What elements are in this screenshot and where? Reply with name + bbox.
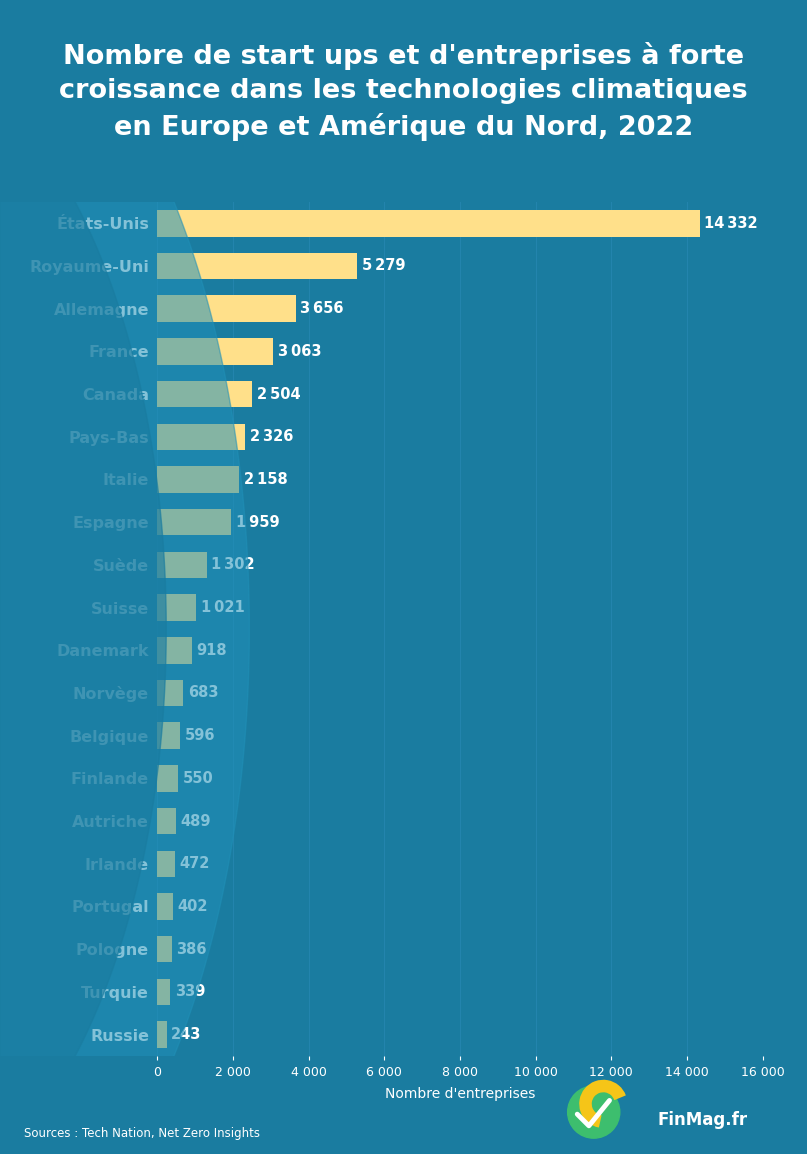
Bar: [157, 338, 274, 365]
Text: 243: 243: [171, 1027, 202, 1042]
Text: 402: 402: [177, 899, 207, 914]
Text: 386: 386: [177, 942, 207, 957]
Bar: [157, 637, 192, 664]
Bar: [157, 765, 178, 792]
Text: 1 021: 1 021: [200, 600, 245, 615]
Text: FinMag.fr: FinMag.fr: [657, 1110, 747, 1129]
Text: 550: 550: [182, 771, 214, 786]
Text: 489: 489: [181, 814, 211, 829]
Text: 472: 472: [180, 856, 210, 871]
Text: 683: 683: [188, 685, 218, 700]
Text: 1 959: 1 959: [236, 515, 280, 530]
Bar: [157, 253, 357, 279]
Bar: [157, 594, 196, 621]
Polygon shape: [0, 48, 166, 1154]
Bar: [157, 893, 173, 920]
Text: 2 326: 2 326: [250, 429, 293, 444]
Polygon shape: [0, 0, 249, 1154]
Bar: [157, 381, 252, 407]
X-axis label: Nombre d'entreprises: Nombre d'entreprises: [385, 1087, 535, 1101]
Text: Sources : Tech Nation, Net Zero Insights: Sources : Tech Nation, Net Zero Insights: [24, 1127, 260, 1140]
Bar: [157, 295, 295, 322]
Text: 5 279: 5 279: [362, 258, 405, 273]
Text: 14 332: 14 332: [704, 216, 758, 231]
Bar: [157, 1021, 166, 1048]
Bar: [157, 936, 172, 962]
Text: 3 656: 3 656: [300, 301, 344, 316]
Text: 2 504: 2 504: [257, 387, 300, 402]
Text: 596: 596: [185, 728, 215, 743]
Bar: [157, 509, 232, 535]
Text: 2 158: 2 158: [244, 472, 287, 487]
Bar: [157, 210, 700, 237]
Text: 1 302: 1 302: [211, 557, 255, 572]
Bar: [157, 850, 175, 877]
Circle shape: [567, 1086, 620, 1138]
Bar: [157, 808, 176, 834]
Bar: [157, 979, 170, 1005]
Text: 3 063: 3 063: [278, 344, 321, 359]
Text: Nombre de start ups et d'entreprises à forte
croissance dans les technologies cl: Nombre de start ups et d'entreprises à f…: [59, 42, 748, 141]
Bar: [157, 722, 180, 749]
Bar: [157, 680, 183, 706]
Text: 918: 918: [197, 643, 228, 658]
Bar: [157, 466, 239, 493]
Bar: [157, 424, 245, 450]
Text: 339: 339: [175, 984, 205, 999]
Bar: [157, 552, 207, 578]
